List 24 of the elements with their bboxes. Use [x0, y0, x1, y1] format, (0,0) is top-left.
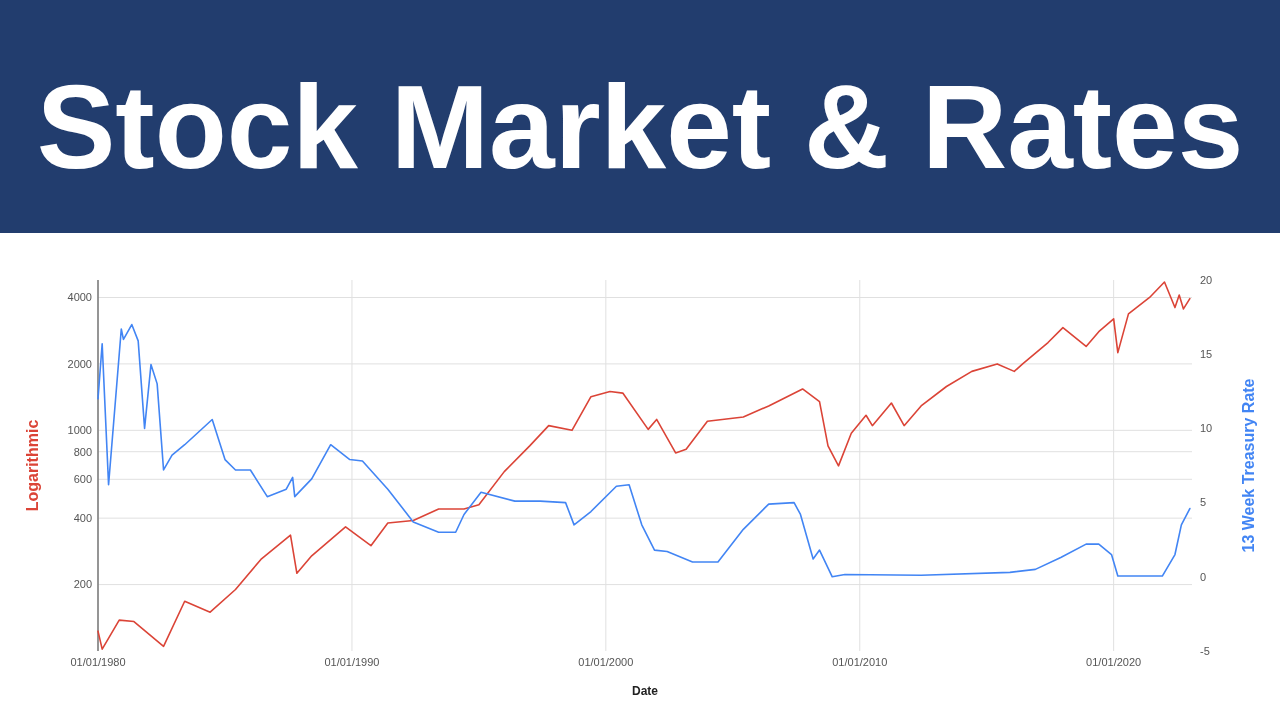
y-axis-title: Logarithmic: [24, 419, 41, 512]
x-axis-title: Date: [631, 684, 659, 698]
y-tick-label: 200: [73, 578, 92, 591]
y2-axis-title: 13 Week Treasury Rate: [1240, 378, 1257, 553]
y2-tick-label: 0: [1200, 570, 1207, 583]
y2-tick-label: 15: [1200, 348, 1213, 361]
x-tick-label: 01/01/2000: [578, 656, 634, 668]
y-tick-label: 1000: [67, 424, 92, 437]
x-tick-label: 01/01/2010: [832, 656, 888, 668]
y2-tick-label: 5: [1200, 496, 1207, 509]
line-series: [97, 281, 1191, 650]
x-tick-label: 01/01/1980: [70, 656, 126, 668]
y-tick-label: 4000: [67, 291, 92, 304]
y-tick-label: 2000: [67, 357, 92, 370]
x-tick-label: 01/01/1990: [324, 656, 380, 668]
chart-title: Stock Market & Rates: [36, 61, 1244, 193]
y2-tick-label: 20: [1200, 273, 1213, 286]
y-tick-label: 400: [73, 511, 92, 524]
line-series: [97, 323, 1191, 578]
x-tick-label: 01/01/2020: [1086, 656, 1142, 668]
y-tick-label: 800: [73, 445, 92, 458]
y2-tick-label: -5: [1200, 644, 1210, 657]
y2-tick-label: 10: [1200, 422, 1213, 435]
y-tick-label: 600: [73, 473, 92, 486]
